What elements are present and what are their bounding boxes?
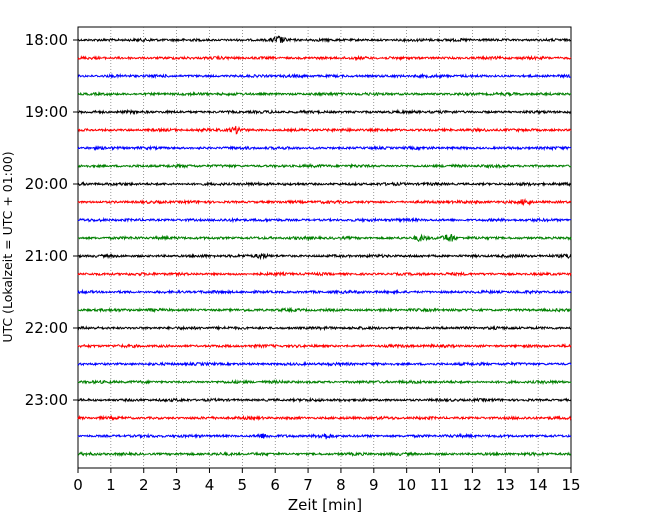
trace-line [77,91,572,98]
y-tick-label: 22:00 [25,319,68,337]
y-tick-label: 20:00 [25,175,68,193]
x-tick-label: 8 [336,476,346,494]
x-tick-label: 3 [172,476,182,494]
plot-frame [77,26,572,469]
x-tick-label: 7 [303,476,313,494]
y-axis-label: UTC (Lokalzeit = UTC + 01:00) [0,151,15,342]
trace-line [77,306,572,314]
x-tick-label: 2 [139,476,149,494]
x-tick-label: 4 [205,476,215,494]
trace-line [77,324,572,332]
trace-line [77,180,572,188]
trace-line [77,450,572,458]
y-tick-label: 23:00 [25,391,68,409]
trace-line [77,162,572,170]
y-tick-label: 21:00 [25,247,68,265]
x-tick-label: 12 [463,476,482,494]
trace-line [77,216,572,224]
trace-line [77,144,572,152]
x-tick-label: 0 [73,476,83,494]
x-axis-ticks: 0 1 2 3 4 5 6 7 8 9 10 11 12 13 14 15 [73,468,581,494]
trace-line [77,414,572,422]
x-tick-label: 10 [397,476,416,494]
trace-line [77,270,572,278]
trace-line [77,108,572,116]
trace-line [77,360,572,368]
x-tick-label: 6 [270,476,280,494]
trace-line [77,198,572,207]
y-tick-label: 19:00 [25,103,68,121]
seismic-traces [77,35,572,458]
x-tick-label: 5 [238,476,248,494]
trace-line [77,35,572,44]
x-axis-label: Zeit [min] [288,496,362,514]
trace-line [77,288,572,295]
trace-line [77,396,572,404]
x-tick-label: 15 [561,476,580,494]
x-tick-label: 13 [496,476,515,494]
trace-line [77,72,572,80]
x-tick-label: 11 [430,476,449,494]
trace-line [77,432,572,440]
trace-line [77,54,572,62]
y-tick-label: 18:00 [25,31,68,49]
trace-line [77,342,572,350]
x-tick-label: 14 [529,476,548,494]
trace-line [77,378,572,386]
x-tick-label: 9 [369,476,379,494]
x-tick-label: 1 [106,476,116,494]
trace-line [77,233,572,243]
trace-line [77,252,572,261]
trace-line [77,125,572,135]
y-axis-ticks: 18:00 19:00 20:00 21:00 22:00 23:00 [25,31,78,409]
